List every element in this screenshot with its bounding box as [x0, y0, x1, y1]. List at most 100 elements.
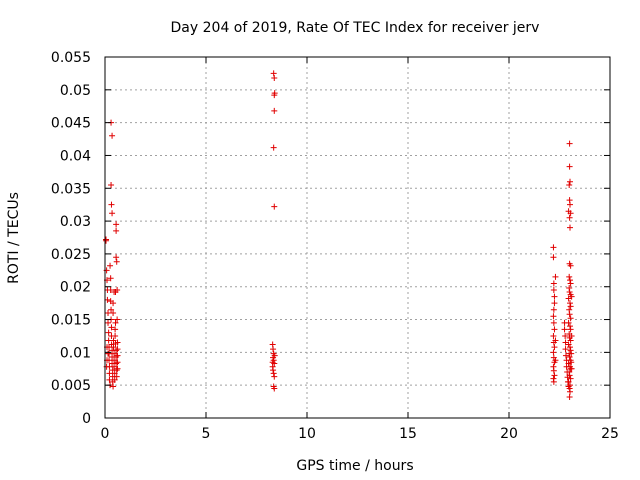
data-point	[110, 344, 117, 351]
data-point	[566, 140, 573, 147]
data-point	[111, 370, 118, 377]
grid-lines	[105, 57, 610, 418]
data-point	[551, 344, 558, 351]
data-point	[271, 203, 278, 210]
data-point	[271, 107, 278, 114]
data-point	[113, 254, 120, 261]
y-tick-label: 0.02	[60, 280, 91, 296]
data-point	[271, 385, 278, 392]
data-point	[568, 359, 575, 366]
data-point	[566, 163, 573, 170]
data-point	[551, 326, 558, 333]
data-point	[566, 214, 573, 221]
tick-marks	[104, 56, 611, 419]
data-point	[111, 376, 118, 383]
data-point	[568, 332, 575, 339]
data-point	[109, 132, 116, 139]
data-point	[108, 306, 115, 313]
data-point	[551, 372, 558, 379]
data-point	[270, 70, 277, 77]
data-point	[113, 258, 120, 265]
y-tick-labels: 0 0.005 0.01 0.015 0.02 0.025 0.03 0.035 0.04 0.0…	[51, 50, 91, 427]
data-point	[107, 262, 114, 269]
data-point	[114, 359, 121, 366]
data-point	[550, 319, 557, 326]
data-point	[566, 393, 573, 400]
data-point	[114, 346, 121, 353]
data-point	[565, 378, 572, 385]
data-point	[113, 360, 120, 367]
y-tick-label: 0.025	[51, 247, 91, 263]
data-point	[271, 75, 278, 82]
data-point	[550, 280, 557, 287]
data-point	[550, 332, 557, 339]
data-point	[567, 201, 574, 208]
data-point	[270, 370, 277, 377]
data-point	[108, 201, 115, 208]
data-point	[567, 277, 574, 284]
data-point	[106, 376, 113, 383]
data-point	[566, 372, 573, 379]
data-point	[567, 347, 574, 354]
data-point	[110, 383, 117, 390]
data-point	[271, 373, 278, 380]
plot-frame	[104, 56, 611, 419]
data-point	[269, 359, 276, 366]
data-point	[565, 341, 572, 348]
data-point	[550, 287, 557, 294]
data-point	[113, 347, 120, 354]
data-point	[567, 300, 574, 307]
data-point	[566, 353, 573, 360]
data-point	[567, 388, 574, 395]
data-point	[567, 280, 574, 287]
data-point	[271, 352, 278, 359]
data-point	[110, 309, 117, 316]
data-point	[110, 300, 117, 307]
data-point	[105, 319, 112, 326]
data-point	[111, 288, 118, 295]
data-point	[111, 357, 118, 364]
data-point	[567, 315, 574, 322]
data-point	[551, 293, 558, 300]
y-tick-label: 0.055	[51, 50, 91, 66]
data-point	[550, 349, 557, 356]
data-point	[565, 319, 572, 326]
data-point	[270, 367, 277, 374]
data-point	[565, 360, 572, 367]
x-tick-label: 15	[399, 426, 417, 442]
data-point	[113, 367, 120, 374]
data-point	[567, 323, 574, 330]
data-point	[114, 352, 121, 359]
data-point	[111, 350, 118, 357]
data-point	[113, 373, 120, 380]
y-axis-label: ROTI / TECUs	[6, 192, 22, 284]
data-point	[567, 210, 574, 217]
data-point	[105, 350, 112, 357]
x-tick-labels: 0 5 10 15 20 25	[101, 426, 619, 442]
data-point	[114, 365, 121, 372]
data-point	[551, 300, 558, 307]
x-tick-label: 20	[500, 426, 518, 442]
x-tick-label: 25	[601, 426, 619, 442]
y-tick-label: 0.035	[51, 181, 91, 197]
data-point	[566, 288, 573, 295]
data-point	[552, 273, 559, 280]
data-point	[567, 326, 574, 333]
data-point	[114, 316, 121, 323]
data-point	[108, 181, 115, 188]
data-point	[552, 357, 559, 364]
data-point	[566, 273, 573, 280]
data-point	[111, 363, 118, 370]
data-point	[113, 221, 120, 228]
data-point	[567, 344, 574, 351]
data-point	[113, 353, 120, 360]
data-point	[567, 337, 574, 344]
data-point	[567, 303, 574, 310]
x-tick-label: 10	[298, 426, 316, 442]
x-tick-label: 5	[202, 426, 211, 442]
data-point	[566, 311, 573, 318]
data-point	[106, 370, 113, 377]
data-point	[550, 244, 557, 251]
